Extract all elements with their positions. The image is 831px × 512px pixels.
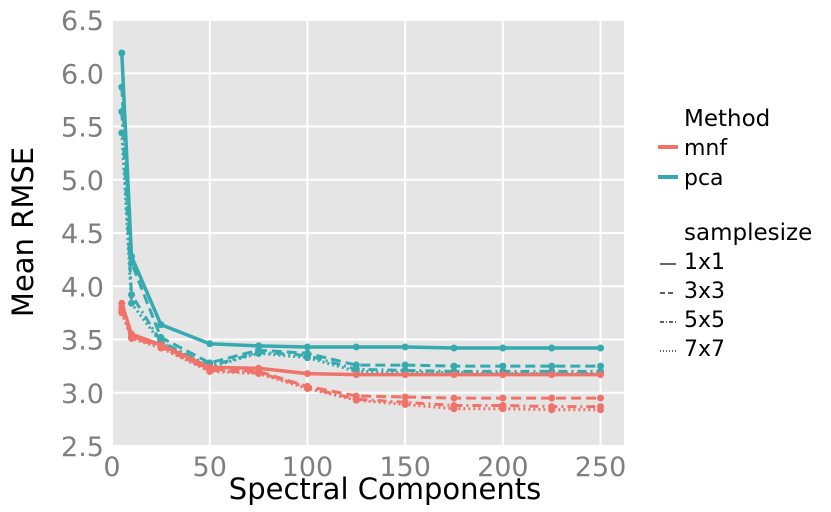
x-tick-label: 0 [103,452,120,483]
data-point-pca-1x1 [128,252,136,260]
data-point-mnf-1x1 [352,371,360,379]
data-point-mnf-1x1 [157,341,165,349]
series-pca-1x1 [118,49,605,352]
y-tick-label: 6.5 [61,6,104,37]
series-line-pca-5x5 [120,111,601,373]
data-point-mnf-5x5 [450,402,458,410]
series-line-pca-3x3 [120,87,601,368]
series-mnf-1x1 [118,299,605,379]
data-point-pca-3x3 [499,362,507,370]
y-tick-label: 4.5 [61,219,104,250]
y-tick-label: 3.0 [61,379,104,410]
data-point-pca-1x1 [352,343,360,351]
data-point-mnf-3x3 [352,392,360,400]
x-tick-label: 100 [282,452,334,483]
y-tick-label: 2.5 [61,432,104,463]
data-point-pca-1x1 [548,344,556,352]
data-point-pca-3x3 [157,333,165,341]
data-point-pca-3x3 [548,362,556,370]
series-line-mnf-1x1 [120,302,601,377]
x-tick-label: 50 [193,452,227,483]
data-point-pca-3x3 [352,361,360,369]
data-point-mnf-1x1 [118,299,126,307]
data-point-pca-1x1 [118,49,126,57]
data-point-mnf-1x1 [255,364,263,372]
data-point-mnf-5x5 [597,403,605,411]
legend-title-method: Method [684,106,770,132]
data-point-mnf-1x1 [499,371,507,379]
x-tick-label: 150 [379,452,431,483]
legend-label-pca: pca [684,166,724,191]
data-point-pca-3x3 [401,361,409,369]
x-tick-label: 200 [477,452,529,483]
data-point-mnf-3x3 [548,394,556,402]
data-point-mnf-1x1 [128,330,136,338]
data-point-pca-1x1 [303,343,311,351]
x-axis-title: Spectral Components [229,472,541,506]
data-point-pca-3x3 [303,349,311,357]
data-point-mnf-3x3 [303,382,311,390]
legend-label-5x5: 5x5 [684,308,725,333]
data-point-mnf-1x1 [597,371,605,379]
y-tick-label: 6.0 [61,59,104,90]
legend-label-7x7: 7x7 [684,337,725,362]
data-point-pca-1x1 [401,343,409,351]
y-axis-title: Mean RMSE [6,147,40,317]
series-line-mnf-5x5 [120,310,601,409]
data-point-pca-1x1 [206,340,214,348]
data-point-mnf-3x3 [450,394,458,402]
data-point-pca-5x5 [128,291,136,299]
data-point-mnf-1x1 [303,370,311,378]
data-point-mnf-3x3 [401,393,409,401]
data-point-pca-3x3 [597,362,605,370]
data-point-pca-1x1 [157,321,165,329]
data-point-mnf-3x3 [499,394,507,402]
data-point-mnf-5x5 [548,403,556,411]
data-point-pca-3x3 [450,362,458,370]
legend-title-samplesize: samplesize [684,220,812,246]
y-tick-label: 4.0 [61,272,104,303]
data-point-mnf-1x1 [450,371,458,379]
legend-label-1x1: 1x1 [684,250,725,275]
y-tick-label: 5.5 [61,113,104,144]
data-point-mnf-1x1 [206,363,214,371]
data-point-pca-1x1 [499,344,507,352]
legend: Method mnf pca samplesize 1x1 3x3 5x5 7x… [658,106,812,362]
data-point-mnf-1x1 [548,371,556,379]
y-tick-label: 3.5 [61,326,104,357]
data-point-pca-1x1 [255,342,263,350]
series-line-pca-1x1 [120,52,601,350]
legend-label-mnf: mnf [684,136,728,161]
data-point-pca-1x1 [597,344,605,352]
data-point-pca-1x1 [450,344,458,352]
data-point-mnf-5x5 [499,402,507,410]
data-point-mnf-5x5 [401,398,409,406]
x-tick-label: 250 [575,452,627,483]
data-point-pca-7x7 [128,299,136,307]
series-pca-3x3 [118,83,605,370]
legend-label-3x3: 3x3 [684,279,725,304]
y-tick-label: 5.0 [61,166,104,197]
series-line-mnf-3x3 [120,307,601,400]
data-point-mnf-1x1 [401,371,409,379]
data-point-mnf-3x3 [597,394,605,402]
